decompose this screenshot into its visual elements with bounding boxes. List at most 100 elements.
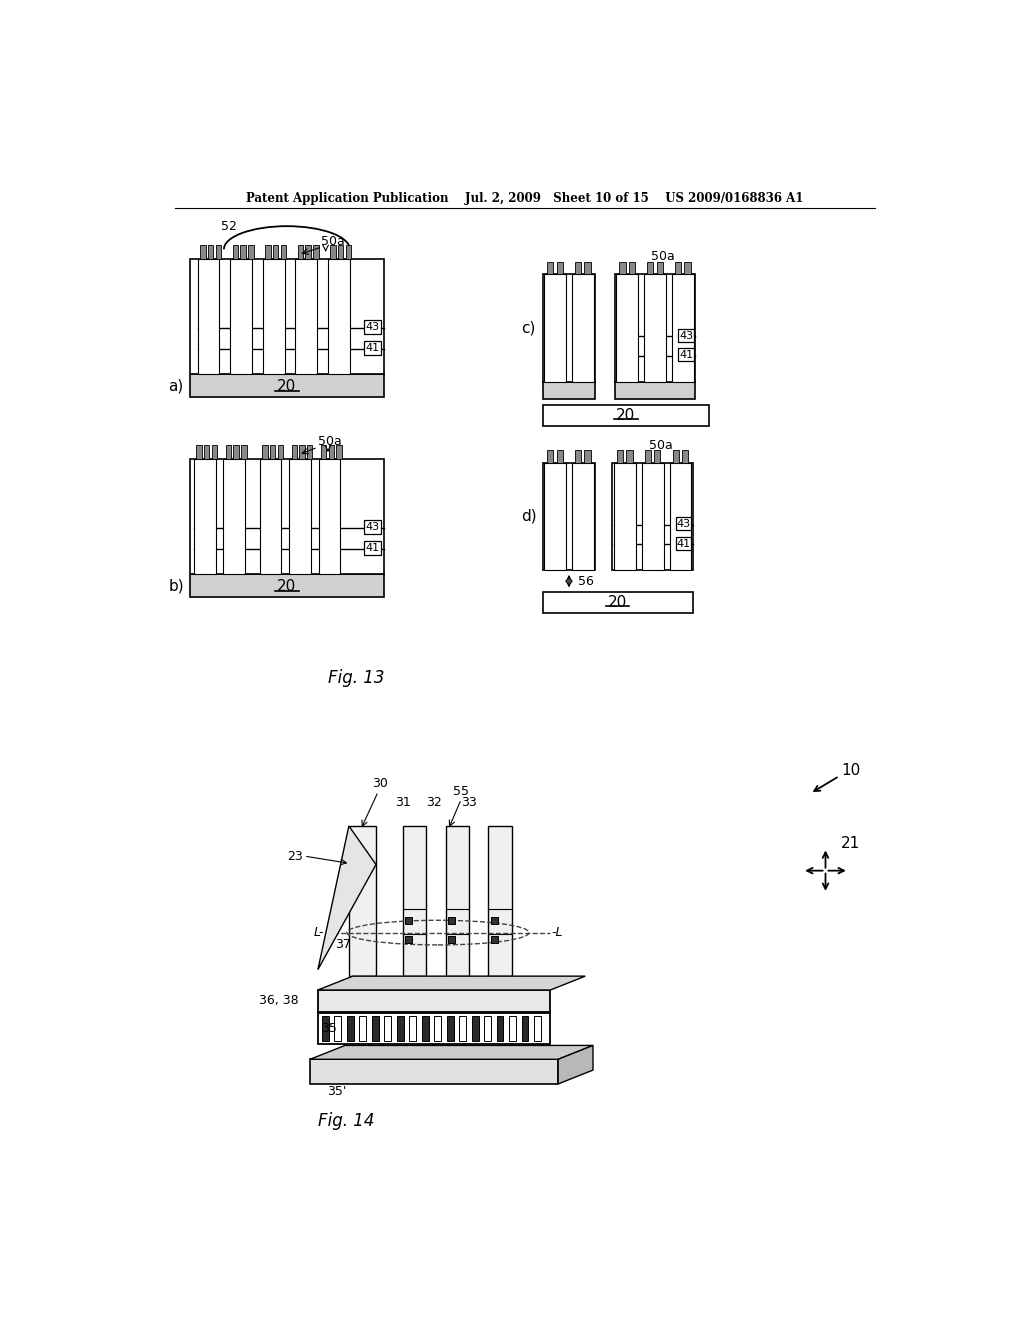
Bar [241,244,246,259]
Bar [676,537,691,550]
Bar [270,445,275,459]
Bar [614,275,695,381]
Bar [642,462,664,570]
Bar [684,261,690,275]
Bar [318,459,340,574]
Text: 35: 35 [322,1022,338,1035]
Bar [543,462,595,570]
Bar [620,261,626,275]
Bar [644,275,666,381]
Text: 41: 41 [366,543,380,553]
Bar [278,445,283,459]
Bar [299,445,305,459]
Bar [208,244,213,259]
Polygon shape [317,977,586,990]
Text: a): a) [168,378,183,393]
Bar [204,445,209,459]
Bar [434,1016,441,1040]
Bar [612,462,693,570]
Bar [654,450,660,462]
Bar [672,275,693,381]
Text: d): d) [521,510,537,524]
Bar [446,1016,454,1040]
Bar [396,1016,403,1040]
Bar [265,244,270,259]
Bar [488,826,512,977]
Bar [490,916,498,924]
Text: Fig. 14: Fig. 14 [317,1111,375,1130]
Text: 31: 31 [395,796,411,809]
Bar [656,261,663,275]
Text: 20: 20 [278,379,297,395]
Bar [629,261,635,275]
Bar [273,244,279,259]
Text: 33: 33 [461,796,477,809]
Bar [241,445,247,459]
Bar [289,459,311,574]
Polygon shape [317,826,376,970]
Bar [313,244,318,259]
Bar [543,275,595,381]
Bar [676,517,691,531]
Text: 41: 41 [366,343,380,352]
Bar [317,1014,550,1044]
Bar [675,261,681,275]
Text: 55: 55 [454,785,469,797]
Bar [349,826,376,977]
Bar [263,259,285,374]
Text: 50a: 50a [651,251,675,264]
Bar [445,826,469,977]
Bar [543,591,693,614]
Bar [403,826,426,977]
Bar [422,1016,429,1040]
Bar [543,381,595,399]
Bar [406,936,413,942]
Bar [322,1016,329,1040]
Text: 32: 32 [426,796,442,809]
Text: 50a: 50a [317,436,341,449]
Bar [557,450,563,462]
Bar [365,541,381,554]
Bar [384,1016,391,1040]
Bar [670,462,691,570]
Text: 43: 43 [679,330,693,341]
Bar [295,259,317,374]
Bar [490,936,498,942]
Text: 21: 21 [841,836,860,851]
Bar [310,1059,558,1084]
Bar [292,445,297,459]
Bar [459,1016,466,1040]
Bar [497,1016,504,1040]
Bar [534,1016,541,1040]
Text: 35': 35' [328,1085,347,1098]
Bar [298,244,303,259]
Bar [262,445,267,459]
Bar [359,1016,367,1040]
Bar [230,259,252,374]
Bar [449,936,455,942]
Bar [614,462,636,570]
Bar [260,459,282,574]
Bar [307,445,312,459]
Bar [334,1016,341,1040]
Text: L-: L- [313,927,324,939]
Bar [616,275,638,381]
Bar [225,445,231,459]
Bar [547,261,554,275]
Bar [338,244,343,259]
Polygon shape [310,1045,593,1059]
Bar [521,1016,528,1040]
Bar [614,381,695,399]
Bar [372,1016,379,1040]
Bar [673,450,679,462]
Text: 41: 41 [677,539,691,549]
Bar [197,445,202,459]
Text: 43: 43 [366,523,380,532]
Bar [647,261,653,275]
Bar [575,450,582,462]
Bar [198,259,219,374]
Bar [484,1016,490,1040]
Bar [317,990,550,1011]
Bar [645,450,651,462]
Text: Patent Application Publication    Jul. 2, 2009   Sheet 10 of 15    US 2009/01688: Patent Application Publication Jul. 2, 2… [246,191,804,205]
